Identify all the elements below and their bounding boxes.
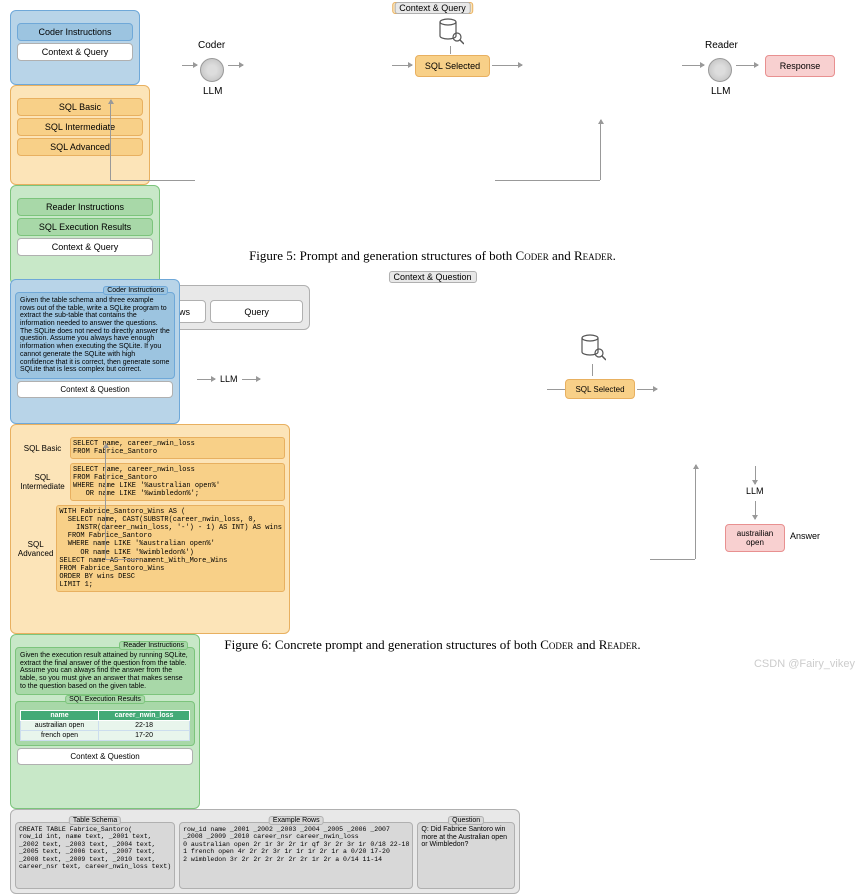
- f6-coder-prompt: Coder Prompt Coder Instructions Given th…: [10, 279, 180, 424]
- f6-context-q: Context & Question Table Schema CREATE T…: [10, 809, 520, 894]
- f6-sql-selected: SQL Selected: [565, 379, 635, 399]
- llm-label-1: LLM: [203, 86, 222, 97]
- reader-label: Reader: [705, 40, 738, 51]
- f6-schema-text: CREATE TABLE Fabrice_Santoro( row_id int…: [19, 826, 171, 871]
- f6-results-label: SQL Execution Results: [65, 695, 145, 704]
- f6-coder-instr-label: Coder Instructions: [103, 286, 168, 295]
- f6-coder-context: Context & Question: [17, 381, 173, 398]
- f6-adv-label: SQL Advanced: [15, 540, 56, 558]
- f6-inter-sql: SELECT name, career_nwin_loss FROM Fabri…: [70, 463, 285, 501]
- fig6-diagram: Coder Prompt Coder Instructions Given th…: [10, 279, 855, 629]
- f6-llm1: LLM: [220, 374, 238, 384]
- llm-icon-2: [708, 58, 732, 82]
- f6-coder-instr-text: Given the table schema and three example…: [20, 297, 170, 374]
- f6-answer-label: Answer: [790, 531, 820, 541]
- f6-reader-prompt: Reader Prompt Reader Instructions Given …: [10, 634, 200, 809]
- coder-label: Coder: [198, 40, 225, 51]
- f6-inter-label: SQL Intermediate: [15, 473, 70, 491]
- reader-prompt-panel: Reader Prompt Reader Instructions SQL Ex…: [10, 185, 160, 285]
- f6-results-table: namecareer_nwin_loss austrailian open22-…: [20, 710, 190, 741]
- f6-llm2: LLM: [746, 486, 764, 496]
- sql-basic-box: SQL Basic: [17, 98, 143, 116]
- f6-q-label: Question: [448, 816, 484, 825]
- sql-selected-box: SQL Selected: [415, 55, 490, 77]
- llm-icon-1: [200, 58, 224, 82]
- f6-context-q-label: Context & Question: [388, 271, 476, 283]
- f6-q-text: Q: Did Fabrice Santoro win more at the A…: [421, 826, 511, 849]
- sql-advanced-box: SQL Advanced: [17, 138, 143, 156]
- llm-label-2: LLM: [711, 86, 730, 97]
- fig5-diagram: Coder Prompt Coder Instructions Context …: [10, 10, 855, 240]
- reader-instructions-box: Reader Instructions: [17, 198, 153, 216]
- f6-schema-label: Table Schema: [69, 816, 121, 825]
- sql-results-box: SQL Execution Results: [17, 218, 153, 236]
- db-icon-1: [438, 18, 464, 49]
- watermark: CSDN @Fairy_vikey: [754, 658, 855, 670]
- f6-reader-instr-label: Reader Instructions: [119, 641, 188, 650]
- f6-adv-sql: WITH Fabrice_Santoro_Wins AS ( SELECT na…: [56, 505, 285, 591]
- f6-reader-context: Context & Question: [17, 748, 193, 765]
- f6-basic-label: SQL Basic: [15, 444, 70, 453]
- context-query-box: Context & Query: [17, 43, 133, 61]
- reader-context-box: Context & Query: [17, 238, 153, 256]
- sql-intermediate-box: SQL Intermediate: [17, 118, 143, 136]
- coder-prompt-panel: Coder Prompt Coder Instructions Context …: [10, 10, 140, 85]
- db-icon-2: [580, 334, 606, 365]
- f6-rows-text: row_id name _2001 _2002 _2003 _2004 _200…: [183, 826, 409, 863]
- response-box: Response: [765, 55, 835, 77]
- context-query-label: Context & Query: [394, 2, 471, 14]
- coder-gen-panel: Coder Generation SQL Basic SQL Intermedi…: [10, 85, 150, 185]
- f6-reader-instr-text: Given the execution result attained by r…: [20, 652, 190, 690]
- coder-instructions-box: Coder Instructions: [17, 23, 133, 41]
- f6-coder-gen: Coder Generation SQL Basic SELECT name, …: [10, 424, 290, 634]
- f6-answer-box: austrailian open: [725, 524, 785, 552]
- f6-rows-label: Example Rows: [269, 816, 324, 825]
